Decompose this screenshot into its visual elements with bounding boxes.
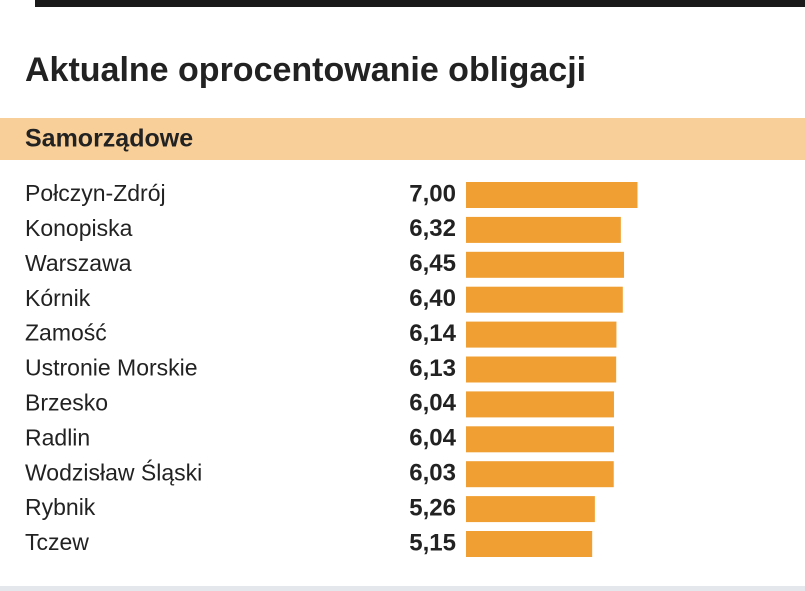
bar xyxy=(466,356,617,383)
category-label: Ustronie Morskie xyxy=(25,355,198,381)
bar xyxy=(466,321,617,348)
category-label: Kórnik xyxy=(25,285,91,311)
value-label: 6,45 xyxy=(409,250,456,277)
bar xyxy=(466,426,614,453)
bar xyxy=(466,286,623,313)
category-label: Wodzisław Śląski xyxy=(25,458,202,485)
value-label: 6,32 xyxy=(409,215,456,242)
value-label: 6,03 xyxy=(409,460,456,487)
bar xyxy=(466,496,595,523)
category-label: Rybnik xyxy=(25,494,96,520)
value-label: 5,15 xyxy=(409,529,456,556)
category-label: Tczew xyxy=(25,529,89,555)
value-label: 7,00 xyxy=(409,180,456,207)
value-label: 5,26 xyxy=(409,494,456,521)
bar xyxy=(466,391,614,418)
category-label: Radlin xyxy=(25,424,90,450)
bottom-rule xyxy=(0,586,805,591)
category-label: Brzesko xyxy=(25,389,108,415)
bar xyxy=(466,216,621,243)
category-label: Zamość xyxy=(25,320,107,346)
chart-subtitle: Samorządowe xyxy=(25,125,193,153)
value-label: 6,40 xyxy=(409,285,456,312)
value-label: 6,14 xyxy=(409,320,456,347)
category-label: Konopiska xyxy=(25,215,133,241)
value-label: 6,04 xyxy=(409,390,456,417)
bar xyxy=(466,251,625,278)
top-rule xyxy=(35,0,805,7)
category-label: Połczyn-Zdrój xyxy=(25,180,166,206)
category-label: Warszawa xyxy=(25,250,132,276)
bar xyxy=(466,531,593,557)
bar xyxy=(466,461,614,488)
chart-title: Aktualne oprocentowanie obligacji xyxy=(25,51,586,89)
value-label: 6,13 xyxy=(409,355,456,382)
subtitle-band xyxy=(0,118,805,160)
bar xyxy=(466,182,638,208)
value-label: 6,04 xyxy=(409,425,456,452)
